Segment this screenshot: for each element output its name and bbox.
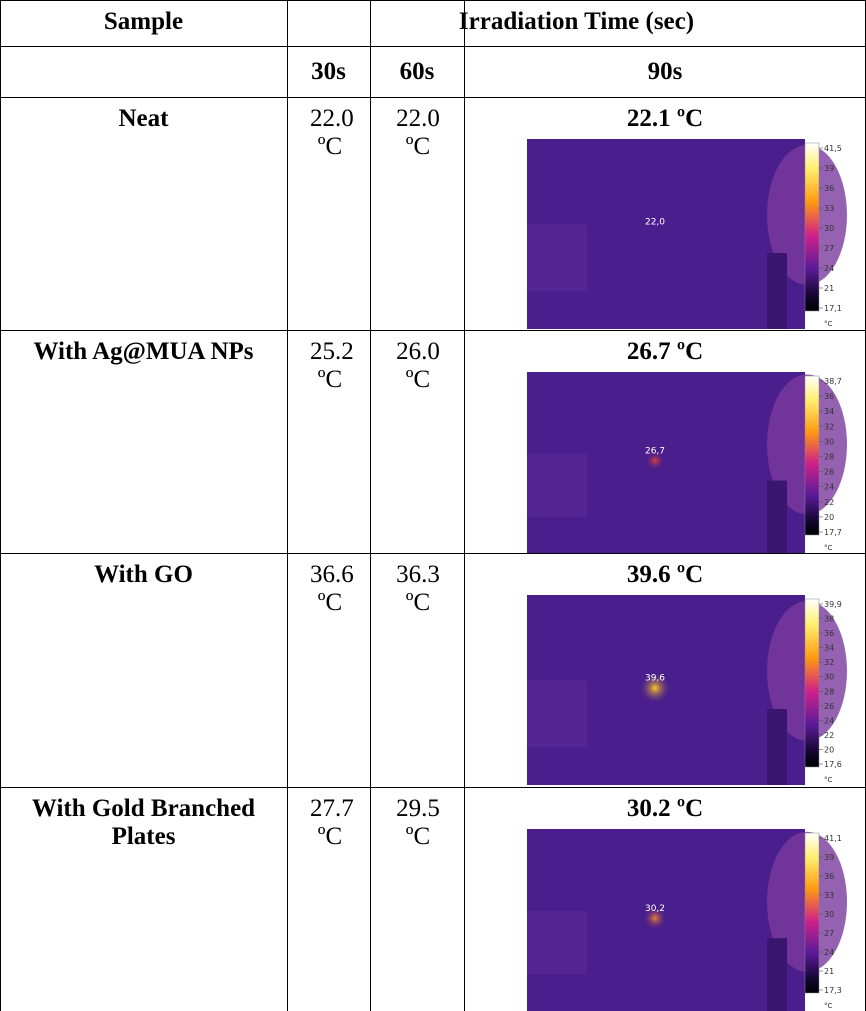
- value-90s: 26.7 ºC: [464, 338, 866, 366]
- border-h: [0, 553, 866, 554]
- image-shade: [527, 911, 587, 975]
- image-stand: [767, 709, 787, 785]
- scale-label: 38,7: [824, 377, 842, 386]
- scale-unit: °C: [824, 1002, 833, 1010]
- scale-label: 24: [824, 716, 834, 725]
- image-shade: [527, 225, 587, 292]
- scale-label: 28: [824, 687, 834, 696]
- scale-label: 36: [824, 392, 834, 401]
- scale-label: 27: [824, 929, 834, 938]
- scale-label: 21: [824, 967, 834, 976]
- scale-label: 20: [824, 745, 834, 754]
- scale-label: 39: [824, 853, 834, 862]
- sample: With Ag@MUA NPs: [10, 338, 277, 366]
- scale-label: 22: [824, 731, 834, 740]
- value-90s: 39.6 ºC: [464, 561, 866, 589]
- scale-label: 33: [824, 204, 834, 213]
- value-60s: 26.0 ºC: [392, 338, 444, 394]
- scale-label: 32: [824, 422, 834, 431]
- scale-label: 24: [824, 264, 834, 273]
- scale-unit: °C: [824, 320, 833, 328]
- scale-unit: °C: [824, 776, 833, 784]
- header-irradiation: Irradiation Time (sec): [287, 8, 866, 36]
- border-h: [0, 97, 866, 98]
- scale-label: 26: [824, 468, 834, 477]
- image-stand: [767, 938, 787, 1011]
- scale-label: 34: [824, 407, 834, 416]
- spot-label: 22,0: [645, 218, 665, 228]
- scale-label: 41,5: [824, 144, 842, 153]
- scale-label: 30: [824, 437, 834, 446]
- sample: With Gold Branched Plates: [10, 795, 277, 851]
- sample: Neat: [10, 105, 277, 133]
- value-30s: 25.2 ºC: [310, 338, 350, 394]
- spot-label: 26,7: [645, 446, 665, 456]
- thermal-image: 39,6 39,9 38 36 34 32 30 28 26 24 22 20 17,6 °C: [527, 595, 866, 785]
- scale-label: 27: [824, 244, 834, 253]
- scale-label: 26: [824, 702, 834, 711]
- image-stand: [767, 253, 787, 329]
- value-60s: 36.3 ºC: [392, 561, 444, 617]
- color-bar: [805, 833, 819, 993]
- color-bar: [805, 599, 819, 767]
- scale-label: 41,1: [824, 834, 842, 843]
- header-time: 90s: [464, 58, 866, 86]
- spot-label: 30,2: [645, 904, 665, 914]
- value-60s: 29.5 ºC: [392, 795, 444, 851]
- scale-label: 33: [824, 891, 834, 900]
- image-shade: [527, 453, 587, 516]
- sample: With GO: [10, 561, 277, 589]
- page: Sample Irradiation Time (sec) 30s 60s 90…: [0, 0, 866, 1011]
- scale-label: 24: [824, 483, 834, 492]
- border-v: [287, 0, 288, 1011]
- scale-label: 32: [824, 658, 834, 667]
- scale-label: 39: [824, 164, 834, 173]
- image-shade: [527, 681, 587, 748]
- value-90s: 22.1 ºC: [464, 105, 866, 133]
- border-v: [0, 0, 1, 1011]
- image-stand: [767, 481, 787, 553]
- scale-label: 30: [824, 910, 834, 919]
- scale-label: 34: [824, 644, 834, 653]
- value-90s: 30.2 ºC: [464, 795, 866, 823]
- scale-label: 17,7: [824, 528, 842, 537]
- border-v: [370, 0, 371, 1011]
- thermal-image: 26,7 38,7 36 34 32 30 28 26 24 22 20 17,7 °C: [527, 372, 866, 553]
- scale-label: 30: [824, 673, 834, 682]
- border-h: [0, 787, 866, 788]
- scale-label: 38: [824, 615, 834, 624]
- border-v: [464, 0, 465, 1011]
- value-30s: 22.0 ºC: [310, 105, 350, 161]
- scale-label: 17,6: [824, 760, 842, 769]
- scale-label: 36: [824, 184, 834, 193]
- scale-label: 36: [824, 872, 834, 881]
- value-30s: 36.6 ºC: [310, 561, 350, 617]
- scale-label: 22: [824, 498, 834, 507]
- scale-label: 36: [824, 629, 834, 638]
- scale-label: 21: [824, 284, 834, 293]
- value-60s: 22.0 ºC: [392, 105, 444, 161]
- thermal-image: 22,0 41,5 39 36 33 30 27 24 21 17,1 °C: [527, 139, 866, 329]
- scale-label: 30: [824, 224, 834, 233]
- thermal-image: 30,2 41,1 39 36 33 30 27 24 21 17,3 °C: [527, 829, 866, 1011]
- scale-label: 17,3: [824, 986, 842, 995]
- color-bar: [805, 143, 819, 311]
- scale-label: 20: [824, 513, 834, 522]
- header-time: 30s: [287, 58, 370, 86]
- scale-label: 24: [824, 948, 834, 957]
- scale-label: 28: [824, 453, 834, 462]
- header-sample: Sample: [0, 8, 287, 36]
- spot-label: 39,6: [645, 674, 665, 684]
- border-h: [0, 46, 866, 47]
- border-h: [0, 330, 866, 331]
- scale-label: 39,9: [824, 600, 842, 609]
- value-30s: 27.7 ºC: [310, 795, 350, 851]
- scale-unit: °C: [824, 544, 833, 552]
- color-bar: [805, 376, 819, 535]
- scale-label: 17,1: [824, 304, 842, 313]
- border-h: [0, 0, 866, 1]
- header-time: 60s: [370, 58, 464, 86]
